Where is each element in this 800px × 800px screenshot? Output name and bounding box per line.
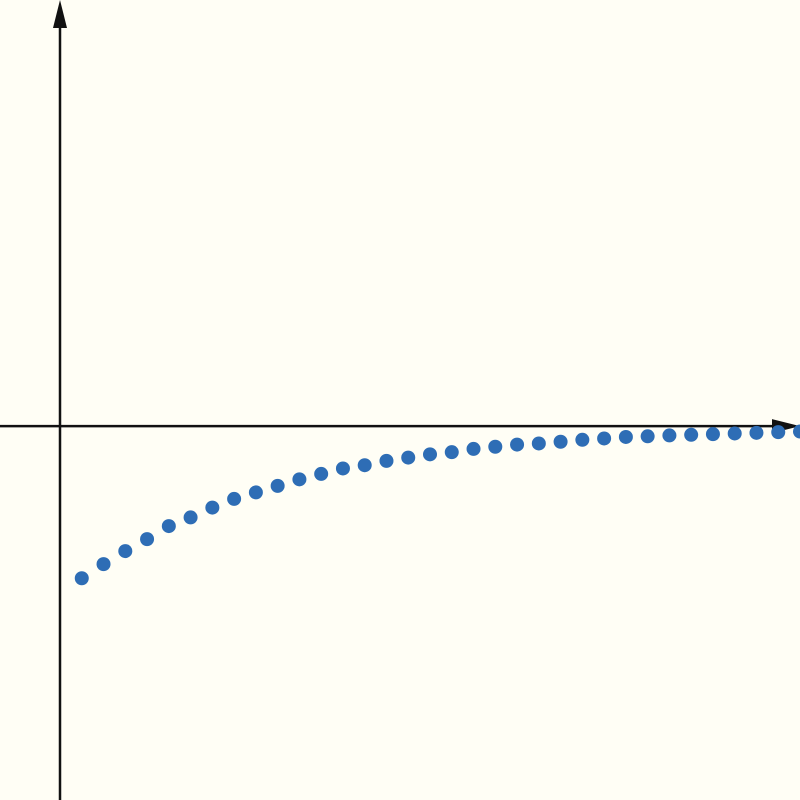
data-point xyxy=(227,491,242,506)
data-point xyxy=(270,478,285,493)
data-point xyxy=(771,425,786,440)
data-point xyxy=(488,439,503,454)
data-point xyxy=(444,445,459,460)
data-point xyxy=(727,426,742,441)
data-point xyxy=(466,441,481,456)
data-point xyxy=(618,429,633,444)
data-point xyxy=(248,485,263,500)
data-point xyxy=(314,466,329,481)
data-point xyxy=(553,434,568,449)
data-point xyxy=(662,428,677,443)
data-point xyxy=(684,427,699,442)
data-point xyxy=(597,431,612,446)
data-point xyxy=(292,472,307,487)
data-point xyxy=(183,510,198,525)
data-point xyxy=(705,427,720,442)
data-point xyxy=(379,453,394,468)
data-point xyxy=(640,429,655,444)
data-point xyxy=(793,424,800,439)
data-point xyxy=(357,458,372,473)
data-point xyxy=(401,450,416,465)
data-point xyxy=(749,425,764,440)
y-axis-arrowhead xyxy=(53,0,67,28)
data-point xyxy=(423,447,437,462)
data-points xyxy=(74,424,800,586)
data-point xyxy=(96,557,111,572)
data-point xyxy=(161,519,176,534)
data-point xyxy=(205,500,220,515)
data-point xyxy=(575,432,590,447)
data-point xyxy=(531,436,546,451)
data-point xyxy=(118,544,133,559)
data-point xyxy=(140,532,155,547)
data-point xyxy=(74,571,89,586)
data-point xyxy=(335,461,350,476)
data-point xyxy=(510,437,525,452)
